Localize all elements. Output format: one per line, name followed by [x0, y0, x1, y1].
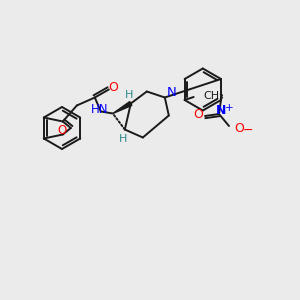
Text: CH₃: CH₃: [204, 91, 224, 101]
Text: N: N: [216, 104, 226, 118]
Text: N: N: [167, 86, 177, 99]
Text: +: +: [225, 103, 233, 113]
Text: O: O: [108, 81, 118, 94]
Text: O: O: [234, 122, 244, 136]
Polygon shape: [113, 102, 132, 113]
Text: O: O: [57, 124, 66, 137]
Text: HN: HN: [91, 103, 108, 116]
Text: O: O: [193, 107, 203, 121]
Text: H: H: [124, 89, 133, 100]
Text: −: −: [243, 124, 253, 136]
Text: H: H: [118, 134, 127, 143]
